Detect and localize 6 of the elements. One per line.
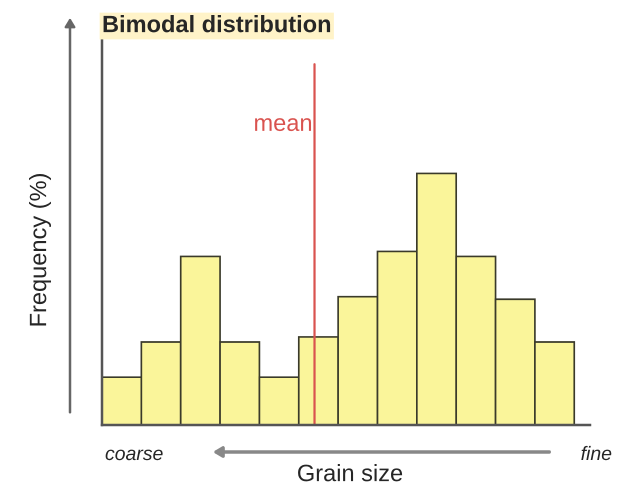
chart-title: Bimodal distribution — [104, 15, 330, 32]
text: mean — [255, 118, 312, 132]
text: coarse — [106, 450, 163, 460]
x-axis-title: Grain size — [298, 464, 402, 482]
y-axis-title: Frequency (%) — [28, 174, 52, 326]
text: fine — [581, 446, 612, 460]
